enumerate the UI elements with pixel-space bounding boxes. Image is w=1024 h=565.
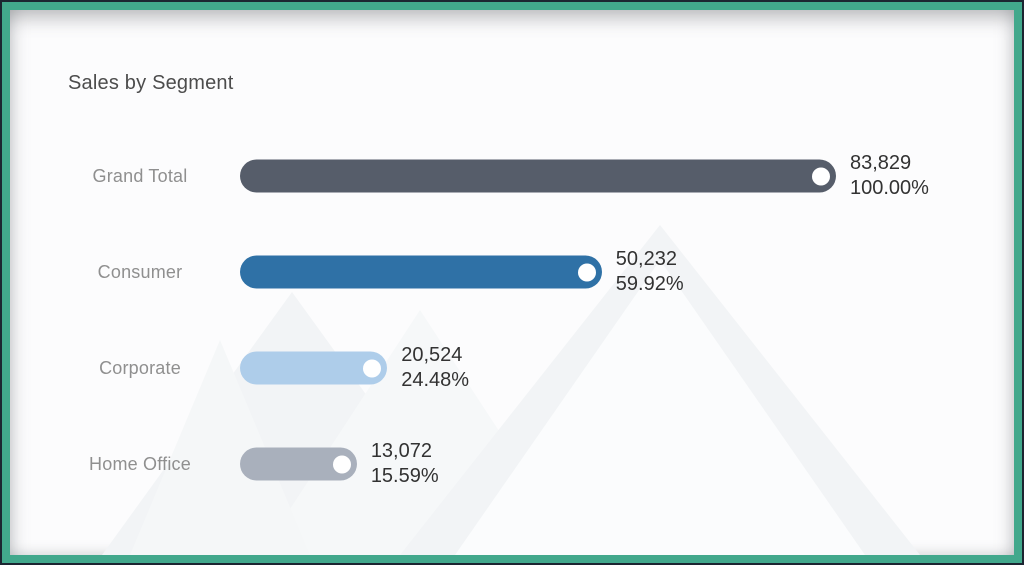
percent-label: 24.48% xyxy=(401,369,470,391)
bar-end-circle-icon xyxy=(812,167,830,185)
row-home-office: Home Office 13,072 15.59% xyxy=(40,416,1004,512)
bar-consumer[interactable] xyxy=(240,255,602,289)
value-annotation-corporate: 20,524 24.48% xyxy=(401,343,469,393)
value-label: 83,829 xyxy=(850,152,912,174)
bar-chart: Grand Total 83,829 100.00% Consumer xyxy=(40,128,1004,512)
bar-track: 50,232 59.92% xyxy=(240,224,1004,320)
category-label-consumer: Consumer xyxy=(97,261,183,282)
chart-canvas: Sales by Segment Grand Total 83,829 100.… xyxy=(10,10,1014,555)
chart-title: Sales by Segment xyxy=(68,72,234,94)
row-consumer: Consumer 50,232 59.92% xyxy=(40,224,1004,320)
bar-end-circle-icon xyxy=(363,359,382,377)
value-annotation-home-office: 13,072 15.59% xyxy=(371,439,439,489)
value-label: 20,524 xyxy=(401,344,463,366)
row-grand-total: Grand Total 83,829 100.00% xyxy=(40,128,1004,224)
value-annotation-grand-total: 83,829 100.00% xyxy=(850,151,929,201)
bar-home-office[interactable] xyxy=(240,447,357,481)
bar-track: 20,524 24.48% xyxy=(240,320,1004,416)
percent-label: 15.59% xyxy=(370,465,439,487)
value-annotation-consumer: 50,232 59.92% xyxy=(616,247,684,297)
category-label-grand-total: Grand Total xyxy=(92,165,188,186)
bar-track: 13,072 15.59% xyxy=(240,416,1004,512)
category-label-home-office: Home Office xyxy=(89,453,191,474)
bar-corporate[interactable] xyxy=(240,351,388,385)
bar-end-circle-icon xyxy=(577,263,596,281)
category-label-corporate: Corporate xyxy=(99,357,181,378)
row-corporate: Corporate 20,524 24.48% xyxy=(40,320,1004,416)
bar-track: 83,829 100.00% xyxy=(240,128,1004,224)
percent-label: 59.92% xyxy=(615,273,684,295)
value-label: 13,072 xyxy=(370,440,432,462)
bar-end-circle-icon xyxy=(332,455,351,473)
percent-label: 100.00% xyxy=(850,177,929,199)
value-label: 50,232 xyxy=(615,248,677,270)
bar-grand-total[interactable] xyxy=(240,159,836,193)
